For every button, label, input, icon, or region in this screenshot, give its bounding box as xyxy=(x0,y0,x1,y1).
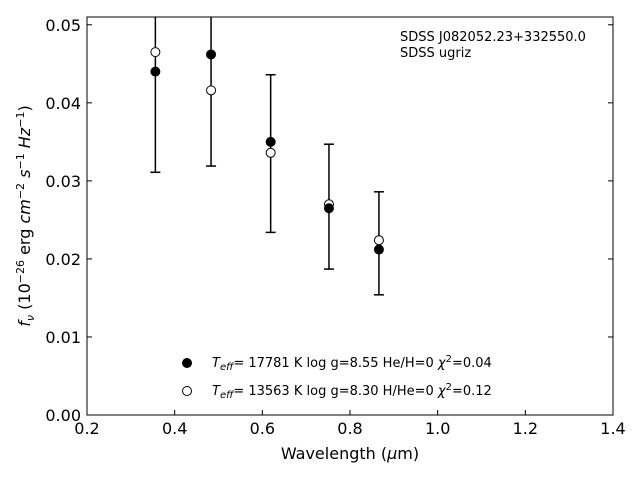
annotation-object-name: SDSS J082052.23+332550.0 xyxy=(400,30,586,45)
data-point-filled xyxy=(265,136,276,147)
legend-entry-model-a: Teff= 17781 K log g=8.55 He/H=0 χ2=0.04 xyxy=(212,354,492,373)
legend-entry-model-b: Teff= 13563 K log g=8.30 H/He=0 χ2=0.12 xyxy=(212,382,492,401)
x-tick-label: 0.2 xyxy=(74,419,99,438)
x-tick-label: 1.0 xyxy=(425,419,450,438)
data-point-filled xyxy=(373,244,384,255)
data-point-open xyxy=(150,47,161,58)
y-tick-label: 0.00 xyxy=(45,406,81,425)
y-ticks: 0.00 0.01 0.02 0.03 0.04 0.05 xyxy=(45,16,613,425)
data-point-open xyxy=(265,147,276,158)
y-axis-label: fν (10−26 erg cm−2 s−1 Hz−1) xyxy=(14,105,37,326)
series-model-a-layer xyxy=(150,49,384,255)
data-point-filled xyxy=(206,49,217,60)
x-ticks: 0.2 0.4 0.6 0.8 1.0 1.2 1.4 xyxy=(74,410,626,438)
data-point-filled xyxy=(323,203,334,214)
y-tick-label: 0.01 xyxy=(45,328,81,347)
x-tick-label: 1.4 xyxy=(600,419,625,438)
y-tick-label: 0.04 xyxy=(45,94,81,113)
x-tick-label: 0.8 xyxy=(337,419,362,438)
x-tick-label: 0.6 xyxy=(250,419,275,438)
legend-marker-open xyxy=(182,386,192,396)
data-point-open xyxy=(373,235,384,246)
legend: Teff= 17781 K log g=8.55 He/H=0 χ2=0.04 … xyxy=(182,354,492,401)
data-point-open xyxy=(206,85,217,96)
x-tick-label: 1.2 xyxy=(513,419,538,438)
data-point-filled xyxy=(150,66,161,77)
x-tick-label: 0.4 xyxy=(162,419,187,438)
y-tick-label: 0.03 xyxy=(45,172,81,191)
y-tick-label: 0.05 xyxy=(45,16,81,35)
errorbars-layer xyxy=(150,17,384,296)
series-model-b-layer xyxy=(150,47,384,246)
x-axis-label: Wavelength (μm) xyxy=(281,444,419,463)
legend-marker-filled xyxy=(182,358,192,368)
annotation-filter-set: SDSS ugriz xyxy=(400,46,471,61)
y-tick-label: 0.02 xyxy=(45,250,81,269)
